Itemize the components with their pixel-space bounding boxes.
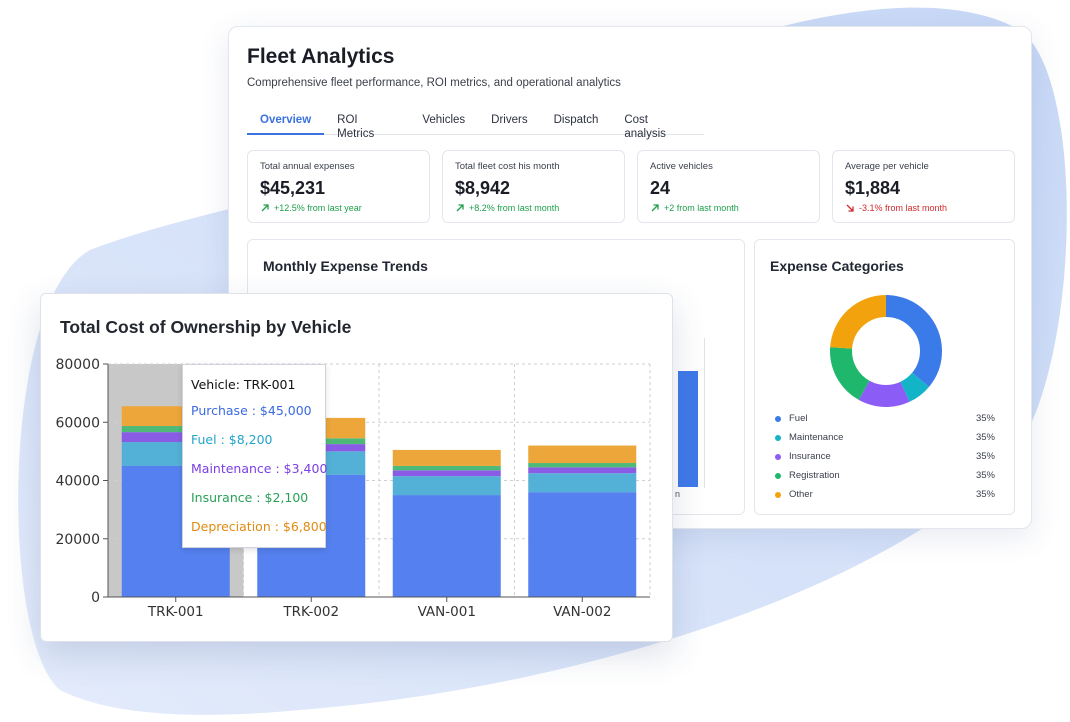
arrow-up-right-icon (651, 204, 659, 212)
bar-van-002-purchase[interactable] (528, 492, 637, 597)
legend-label: Fuel (789, 413, 808, 424)
tooltip-row-purchase: Purchase : $45,000 (191, 403, 312, 418)
chart-tooltip: Vehicle: TRK-001 Purchase : $45,000 Fuel… (182, 364, 328, 548)
x-tick-label: TRK-002 (282, 604, 339, 620)
legend-swatch (775, 416, 781, 422)
expense-categories-panel: Expense Categories Fuel 35% Maintenance … (754, 239, 1015, 515)
bar-van-002-fuel[interactable] (528, 473, 637, 493)
legend-label: Registration (789, 470, 840, 481)
legend-item-registration: Registration 35% (775, 469, 995, 483)
kpi-label: Total fleet cost his month (455, 161, 560, 172)
legend-percent: 35% (975, 470, 995, 481)
bar-van-001-maintenance[interactable] (392, 470, 501, 477)
bar-van-001-fuel[interactable] (392, 476, 501, 496)
kpi-delta-text: +2 from last month (664, 203, 739, 213)
page-title: Fleet Analytics (247, 45, 395, 68)
bar-van-002-insurance[interactable] (528, 463, 637, 468)
panel-title: Monthly Expense Trends (263, 258, 428, 274)
kpi-label: Total annual expenses (260, 161, 355, 172)
chart-title: Total Cost of Ownership by Vehicle (60, 317, 352, 337)
arrow-up-right-icon (456, 204, 464, 212)
legend-label: Insurance (789, 451, 831, 462)
tab-overview[interactable]: Overview (247, 113, 325, 135)
tab-dispatch[interactable]: Dispatch (553, 114, 599, 126)
kpi-value: $45,231 (260, 178, 326, 198)
arrow-up-right-icon (261, 204, 269, 212)
kpi-value: $1,884 (845, 178, 901, 198)
y-tick-label: 0 (91, 590, 100, 606)
trend-bar (678, 371, 698, 487)
kpi-delta-text: +12.5% from last year (274, 203, 362, 213)
expense-donut-chart (830, 295, 942, 407)
legend-percent: 35% (975, 413, 995, 424)
kpi-card-fleet-cost-month: Total fleet cost his month $8,942 +8.2% … (442, 150, 625, 223)
panel-title: Expense Categories (770, 258, 904, 274)
kpi-delta: +8.2% from last month (455, 203, 559, 213)
kpi-card-active-vehicles: Active vehicles 24 +2 from last month (637, 150, 820, 223)
y-tick-label: 60000 (55, 415, 100, 431)
legend-percent: 35% (975, 489, 995, 500)
legend-swatch (775, 473, 781, 479)
y-tick-label: 20000 (55, 532, 100, 548)
kpi-value: 24 (650, 178, 671, 198)
donut-slice-other[interactable] (830, 295, 942, 407)
bar-van-001-insurance[interactable] (392, 465, 501, 471)
y-tick-label: 80000 (55, 357, 100, 373)
kpi-card-average-per-vehicle: Average per vehicle $1,884 -3.1% from la… (832, 150, 1015, 223)
arrow-down-right-icon (846, 204, 854, 212)
legend-percent: 35% (975, 432, 995, 443)
legend-percent: 35% (975, 451, 995, 462)
bar-van-002-depreciation[interactable] (528, 445, 637, 464)
page-subtitle: Comprehensive fleet performance, ROI met… (247, 77, 621, 89)
kpi-label: Average per vehicle (845, 161, 929, 172)
donut-slice-registration[interactable] (830, 295, 942, 407)
tooltip-row-fuel: Fuel : $8,200 (191, 432, 273, 447)
trend-axis-label: n (675, 489, 681, 499)
legend-item-other: Other 35% (775, 488, 995, 502)
trend-axis-line (704, 338, 705, 488)
bar-van-001-depreciation[interactable] (392, 449, 501, 466)
tab-roi-metrics[interactable]: ROI Metrics (337, 114, 375, 140)
x-tick-label: VAN-001 (418, 604, 476, 620)
legend-swatch (775, 492, 781, 498)
tab-vehicles[interactable]: Vehicles (422, 114, 466, 126)
x-tick-label: TRK-001 (147, 604, 204, 620)
tco-chart-card: Total Cost of Ownership by Vehicle 0 2000… (40, 293, 673, 642)
tooltip-row-insurance: Insurance : $2,100 (191, 490, 309, 505)
legend-label: Other (789, 489, 813, 500)
legend-item-fuel: Fuel 35% (775, 412, 995, 426)
kpi-delta-text: -3.1% from last month (859, 203, 948, 213)
tco-stacked-bar-chart: 0 20000 40000 60000 80000 TRK-001 TRK-002 VAN-0… (55, 357, 651, 620)
bar-trk-001-insurance[interactable] (121, 426, 230, 433)
tooltip-row-depreciation: Depreciation : $6,800 (191, 519, 327, 534)
tooltip-row-maintenance: Maintenance : $3,400 (191, 461, 328, 476)
legend-swatch (775, 454, 781, 460)
tab-bar: Overview ROI Metrics Vehicles Drivers Di… (247, 113, 704, 140)
kpi-delta: +2 from last month (650, 203, 739, 213)
kpi-delta: -3.1% from last month (845, 203, 947, 213)
y-tick-label: 40000 (55, 474, 100, 490)
tab-drivers[interactable]: Drivers (491, 114, 528, 126)
bar-van-002-maintenance[interactable] (528, 467, 637, 474)
kpi-card-total-annual-expenses: Total annual expenses $45,231 +12.5% fro… (247, 150, 430, 223)
bar-trk-001-maintenance[interactable] (121, 432, 230, 443)
legend-item-insurance: Insurance 35% (775, 450, 995, 464)
legend-item-maintenance: Maintenance 35% (775, 431, 995, 445)
legend-label: Maintenance (789, 432, 844, 443)
donut-slice-insurance[interactable] (830, 295, 942, 407)
kpi-delta: +12.5% from last year (260, 203, 362, 213)
kpi-delta-text: +8.2% from last month (469, 203, 560, 213)
legend-swatch (775, 435, 781, 441)
bar-van-001-purchase[interactable] (392, 495, 501, 597)
tab-cost-analysis[interactable]: Cost analysis (624, 114, 666, 140)
tooltip-header: Vehicle: TRK-001 (191, 377, 296, 392)
x-tick-label: VAN-002 (553, 604, 611, 620)
kpi-label: Active vehicles (650, 161, 713, 172)
kpi-value: $8,942 (455, 178, 511, 198)
